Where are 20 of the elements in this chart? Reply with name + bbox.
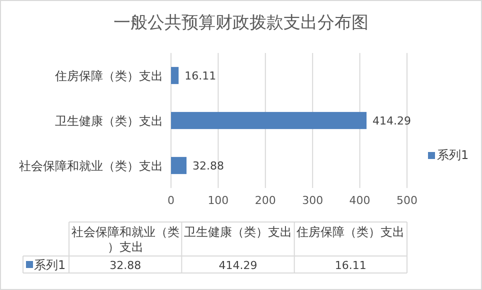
x-tick-label: 500 — [396, 194, 418, 207]
data-label: 16.11 — [184, 70, 216, 82]
data-label: 414.29 — [372, 114, 412, 128]
data-label: 32.88 — [192, 160, 224, 172]
chart-title: 一般公共预算财政拨款支出分布图 — [114, 13, 368, 33]
category-label: 住房保障（类）支出 — [296, 225, 405, 239]
y-tick-label: 卫生健康（类）支出 — [55, 114, 163, 128]
text: 系列1 — [34, 258, 66, 272]
category-label: 卫生健康（类）支出 — [184, 225, 292, 239]
x-tick-label: 100 — [208, 194, 229, 207]
text: 414.29 — [218, 259, 258, 272]
x-tick-label: 400 — [349, 194, 370, 207]
y-tick-label: 社会保障和就业（类）支出 — [19, 159, 163, 173]
x-tick-label: 200 — [254, 194, 276, 207]
x-tick-label: 0 — [168, 194, 174, 207]
y-tick-label: 住房保障（类）支出 — [54, 69, 163, 83]
text: 16.11 — [334, 259, 366, 272]
text: 32.88 — [110, 259, 142, 272]
x-tick-label: 300 — [302, 194, 324, 207]
legend-label: 系列1 — [437, 148, 469, 162]
